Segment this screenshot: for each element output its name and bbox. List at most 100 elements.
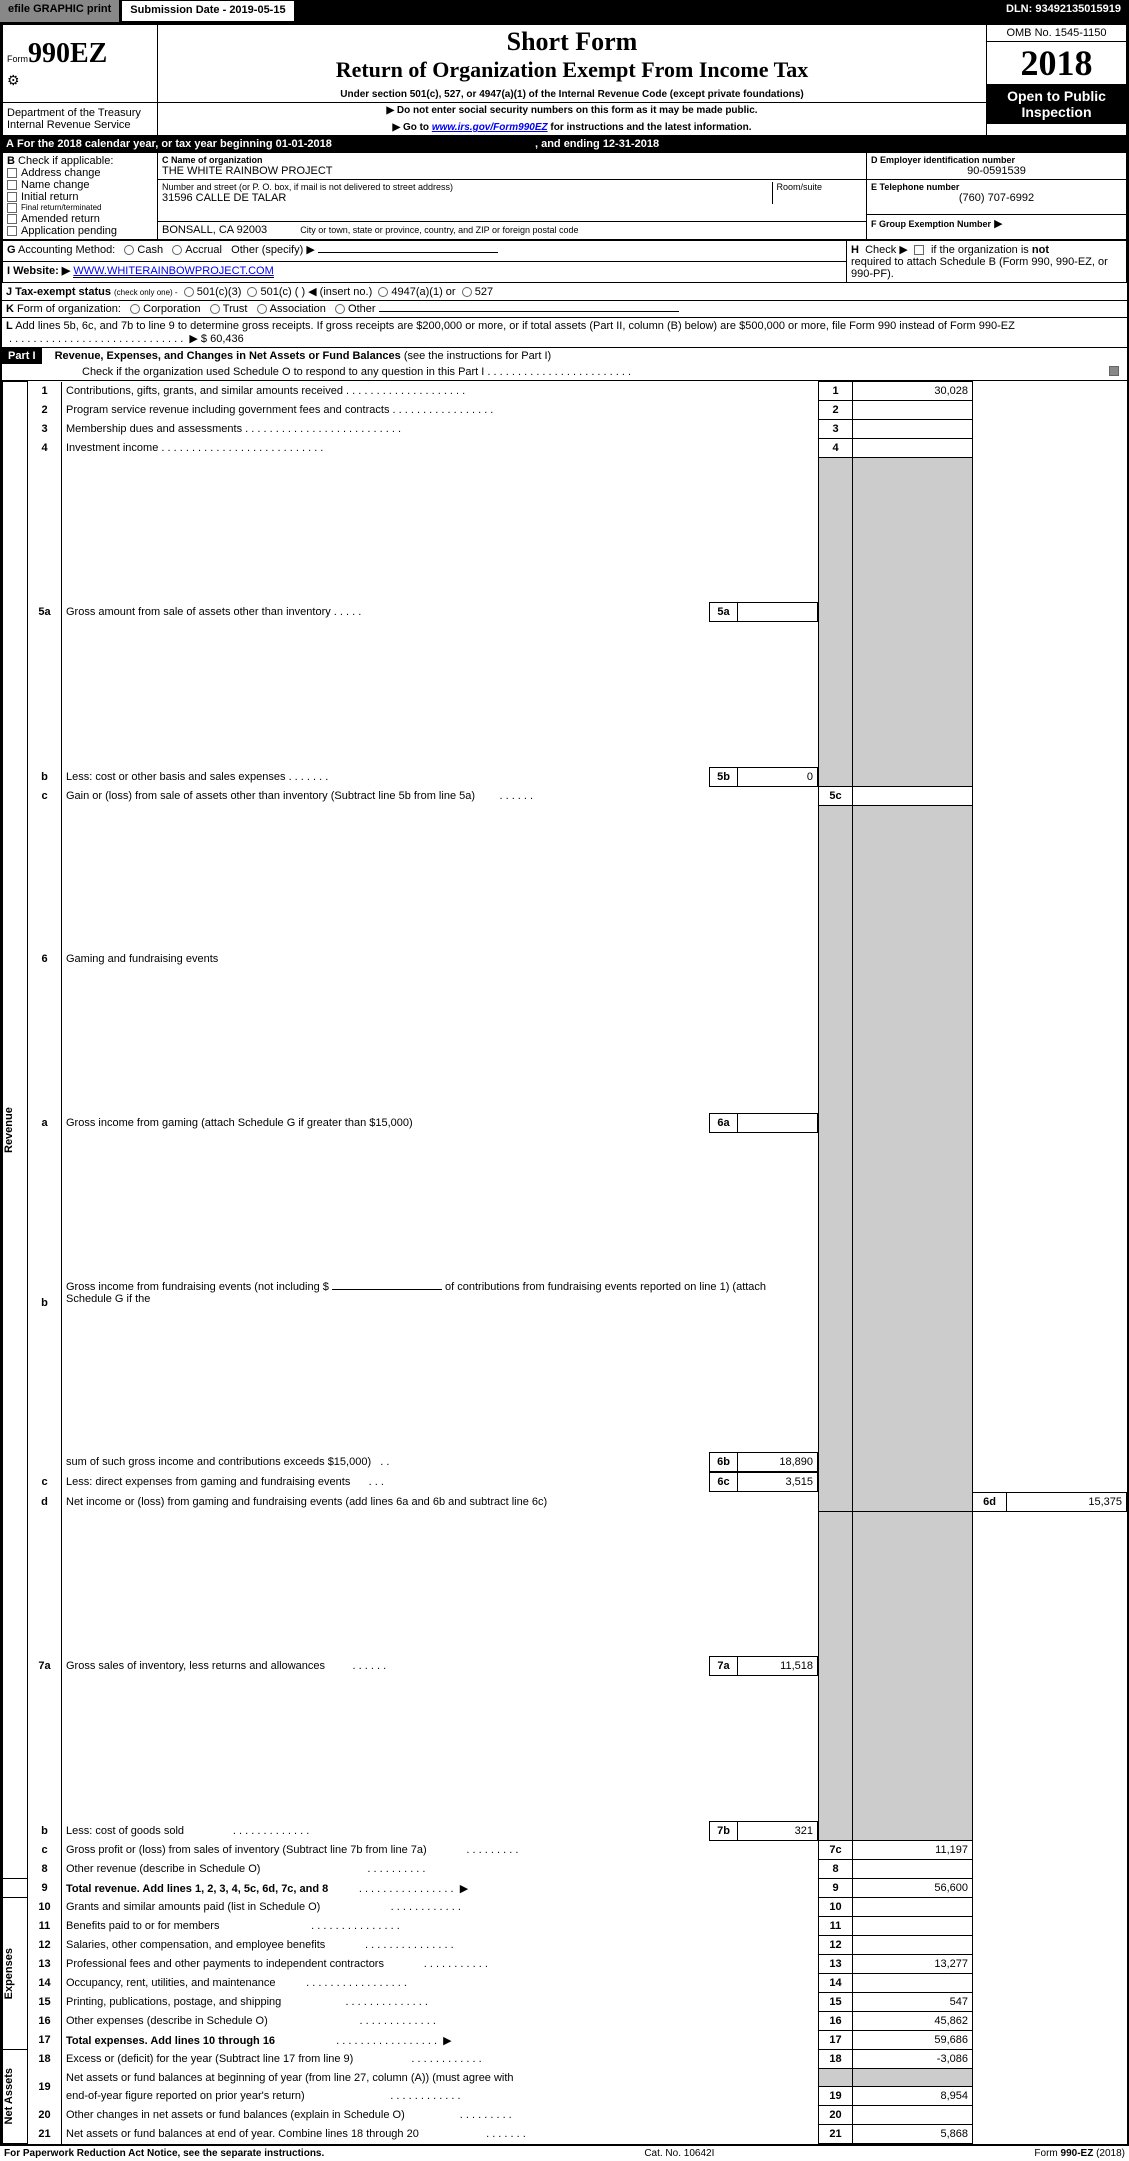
amended-return-checkbox[interactable] [7, 214, 17, 224]
l8-box: 8 [819, 1860, 853, 1879]
line-20: 20 Other changes in net assets or fund b… [3, 2106, 1127, 2125]
l6a-desc: Gross income from gaming (attach Schedul… [62, 1114, 710, 1133]
efile-print-button[interactable]: efile GRAPHIC print [0, 0, 121, 22]
l11-num: 11 [28, 1917, 62, 1936]
l9-num: 9 [28, 1879, 62, 1898]
l-text: Add lines 5b, 6c, and 7b to line 9 to de… [15, 320, 1015, 332]
l-amount: ▶ $ 60,436 [189, 333, 243, 345]
l5a-num: 5a [28, 458, 62, 767]
open-public-badge: Open to Public Inspection [987, 84, 1126, 124]
l21-amt: 5,868 [853, 2125, 973, 2144]
l3-box: 3 [819, 420, 853, 439]
l7b-desc: Less: cost of goods sold . . . . . . . .… [62, 1821, 710, 1840]
expenses-vert-cell: Expenses [3, 1898, 28, 2050]
j-4947-radio[interactable] [378, 287, 388, 297]
l9-box: 9 [819, 1879, 853, 1898]
footer: For Paperwork Reduction Act Notice, see … [0, 2146, 1129, 2161]
k-other-input[interactable] [379, 311, 679, 312]
accrual-label: Accrual [185, 244, 222, 256]
l19-desc1: Net assets or fund balances at beginning… [62, 2069, 819, 2087]
under-section: Under section 501(c), 527, or 4947(a)(1)… [162, 89, 982, 100]
l6b-blank[interactable] [332, 1289, 442, 1290]
final-return-checkbox[interactable] [7, 203, 17, 213]
begin-date: 01-01-2018 [276, 138, 332, 150]
section-c-name-cell: C Name of organization THE WHITE RAINBOW… [158, 153, 867, 180]
l21-num: 21 [28, 2125, 62, 2144]
l5a-desc-cell: Gross amount from sale of assets other t… [62, 458, 819, 767]
l16-num: 16 [28, 2012, 62, 2031]
l18-desc: Excess or (deficit) for the year (Subtra… [62, 2050, 819, 2069]
j-501c-radio[interactable] [247, 287, 257, 297]
l1-num: 1 [28, 382, 62, 401]
l6a-num: a [28, 1113, 62, 1133]
l5c-desc: Gain or (loss) from sale of assets other… [62, 787, 819, 806]
goto-prefix: ▶ Go to [392, 122, 429, 133]
line-9: 9 Total revenue. Add lines 1, 2, 3, 4, 5… [3, 1879, 1127, 1898]
l3-num: 3 [28, 420, 62, 439]
website-link[interactable]: WWW.WHITERAINBOWPROJECT.COM [73, 265, 273, 278]
l20-num: 20 [28, 2106, 62, 2125]
name-change-checkbox[interactable] [7, 180, 17, 190]
k-other-radio[interactable] [335, 304, 345, 314]
l3-amt [853, 420, 973, 439]
room-label: Room/suite [777, 182, 859, 192]
goto-suffix: for instructions and the latest informat… [550, 122, 751, 133]
line-5c: c Gain or (loss) from sale of assets oth… [3, 787, 1127, 806]
k-trust: Trust [223, 303, 248, 315]
l7b-iamt: 321 [738, 1821, 818, 1840]
l6b-iamt: 18,890 [738, 1453, 818, 1472]
line-3: 3 Membership dues and assessments . . . … [3, 420, 1127, 439]
l2-amt [853, 401, 973, 420]
l11-amt [853, 1917, 973, 1936]
goto-link[interactable]: www.irs.gov/Form990EZ [432, 122, 548, 133]
h-checkbox[interactable] [914, 245, 924, 255]
l10-box: 10 [819, 1898, 853, 1917]
l20-amt [853, 2106, 973, 2125]
l7ab-box-shade [819, 1511, 853, 1840]
l4-box: 4 [819, 439, 853, 458]
l14-num: 14 [28, 1974, 62, 1993]
l6b-num: b [28, 1133, 62, 1472]
short-form-title: Short Form [162, 27, 982, 57]
application-pending-checkbox[interactable] [7, 226, 17, 236]
line-7c: c Gross profit or (loss) from sales of i… [3, 1841, 1127, 1860]
l18-box: 18 [819, 2050, 853, 2069]
l19-num: 19 [28, 2069, 62, 2106]
line-11: 11 Benefits paid to or for members . . .… [3, 1917, 1127, 1936]
part1-schedule-o-checkbox[interactable] [1109, 366, 1119, 376]
l7c-desc: Gross profit or (loss) from sales of inv… [62, 1841, 819, 1860]
j-501c3-radio[interactable] [184, 287, 194, 297]
l2-box: 2 [819, 401, 853, 420]
accrual-radio[interactable] [172, 245, 182, 255]
l8-num: 8 [28, 1860, 62, 1879]
l7ab-amt-shade [853, 1511, 973, 1840]
j-527-radio[interactable] [462, 287, 472, 297]
l12-num: 12 [28, 1936, 62, 1955]
cash-radio[interactable] [124, 245, 134, 255]
l5ab-amt-shade [853, 458, 973, 787]
section-k-row: K Form of organization: Corporation Trus… [2, 301, 1127, 318]
paperwork-notice: For Paperwork Reduction Act Notice, see … [4, 2148, 324, 2159]
j-opt1: 501(c)(3) [197, 286, 242, 298]
city-value: BONSALL, CA 92003 [162, 224, 267, 236]
l7a-ibox: 7a [710, 1656, 738, 1675]
line-19-2: end-of-year figure reported on prior yea… [3, 2087, 1127, 2106]
dln-label: DLN: 93492135015919 [998, 0, 1129, 22]
line-21: 21 Net assets or fund balances at end of… [3, 2125, 1127, 2144]
k-assoc-radio[interactable] [257, 304, 267, 314]
l6a-iamt [738, 1114, 818, 1133]
initial-return-checkbox[interactable] [7, 192, 17, 202]
k-trust-radio[interactable] [210, 304, 220, 314]
part1-label: Part I [2, 348, 42, 364]
l10-num: 10 [28, 1898, 62, 1917]
l6-desc: Gaming and fundraising events [62, 806, 819, 1113]
k-corp-radio[interactable] [130, 304, 140, 314]
address-change-checkbox[interactable] [7, 168, 17, 178]
l14-desc: Occupancy, rent, utilities, and maintena… [62, 1974, 819, 1993]
l6c-num: c [28, 1472, 62, 1492]
line-15: 15 Printing, publications, postage, and … [3, 1993, 1127, 2012]
other-input[interactable] [318, 252, 498, 253]
section-a-label: A [6, 138, 14, 150]
l20-box: 20 [819, 2106, 853, 2125]
l7a-iamt: 11,518 [738, 1656, 818, 1675]
